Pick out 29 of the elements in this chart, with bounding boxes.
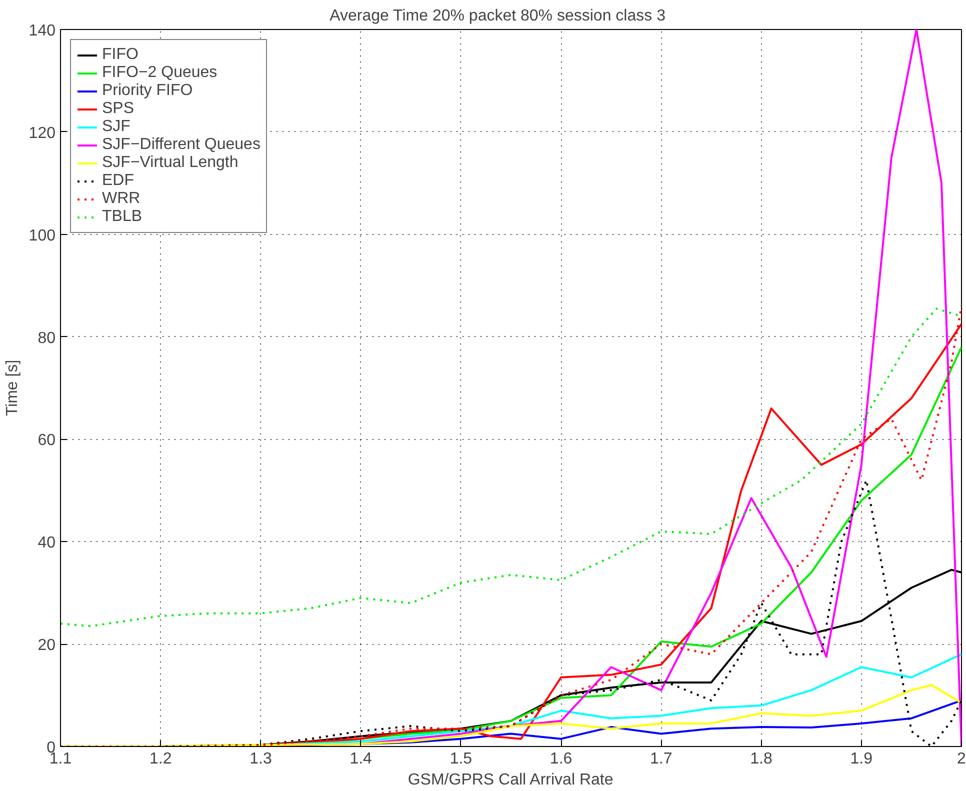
y-tick-label: 60 (38, 432, 56, 450)
x-tick-label: 1.7 (650, 750, 672, 768)
y-tick-label: 140 (28, 22, 56, 40)
x-tick-label: 2 (957, 750, 966, 768)
x-tick-label: 1.8 (750, 750, 772, 768)
legend-label: SPS (102, 100, 134, 118)
legend-label: FIFO (102, 46, 138, 64)
x-axis-title: GSM/GPRS Call Arrival Rate (408, 772, 614, 788)
x-tick-label: 1.9 (850, 750, 873, 768)
legend-label: EDF (102, 172, 134, 190)
x-tick-label: 1.5 (450, 750, 472, 768)
legend-label: FIFO−2 Queues (102, 64, 218, 82)
legend-label: TBLB (102, 208, 142, 226)
x-tick-label: 1.3 (250, 750, 272, 768)
y-axis-title: Time [s] (4, 360, 21, 416)
x-tick-label: 1.6 (550, 750, 572, 768)
legend-label: SJF−Different Queues (102, 136, 260, 154)
y-tick-label: 100 (28, 227, 56, 244)
chart-title: Average Time 20% packet 80% session class 3 (330, 8, 666, 24)
x-tick-label: 1.4 (350, 750, 372, 768)
x-tick-label: 1.2 (149, 750, 172, 768)
legend-label: SJF (102, 118, 130, 136)
y-tick-label: 20 (38, 637, 56, 654)
y-tick-label: 80 (38, 330, 56, 347)
y-tick-label: 40 (38, 534, 56, 552)
legend-label: Priority FIFO (102, 82, 193, 100)
legend-label: WRR (102, 190, 140, 208)
y-tick-label: 120 (28, 124, 56, 142)
legend-label: SJF−Virtual Length (102, 154, 238, 172)
